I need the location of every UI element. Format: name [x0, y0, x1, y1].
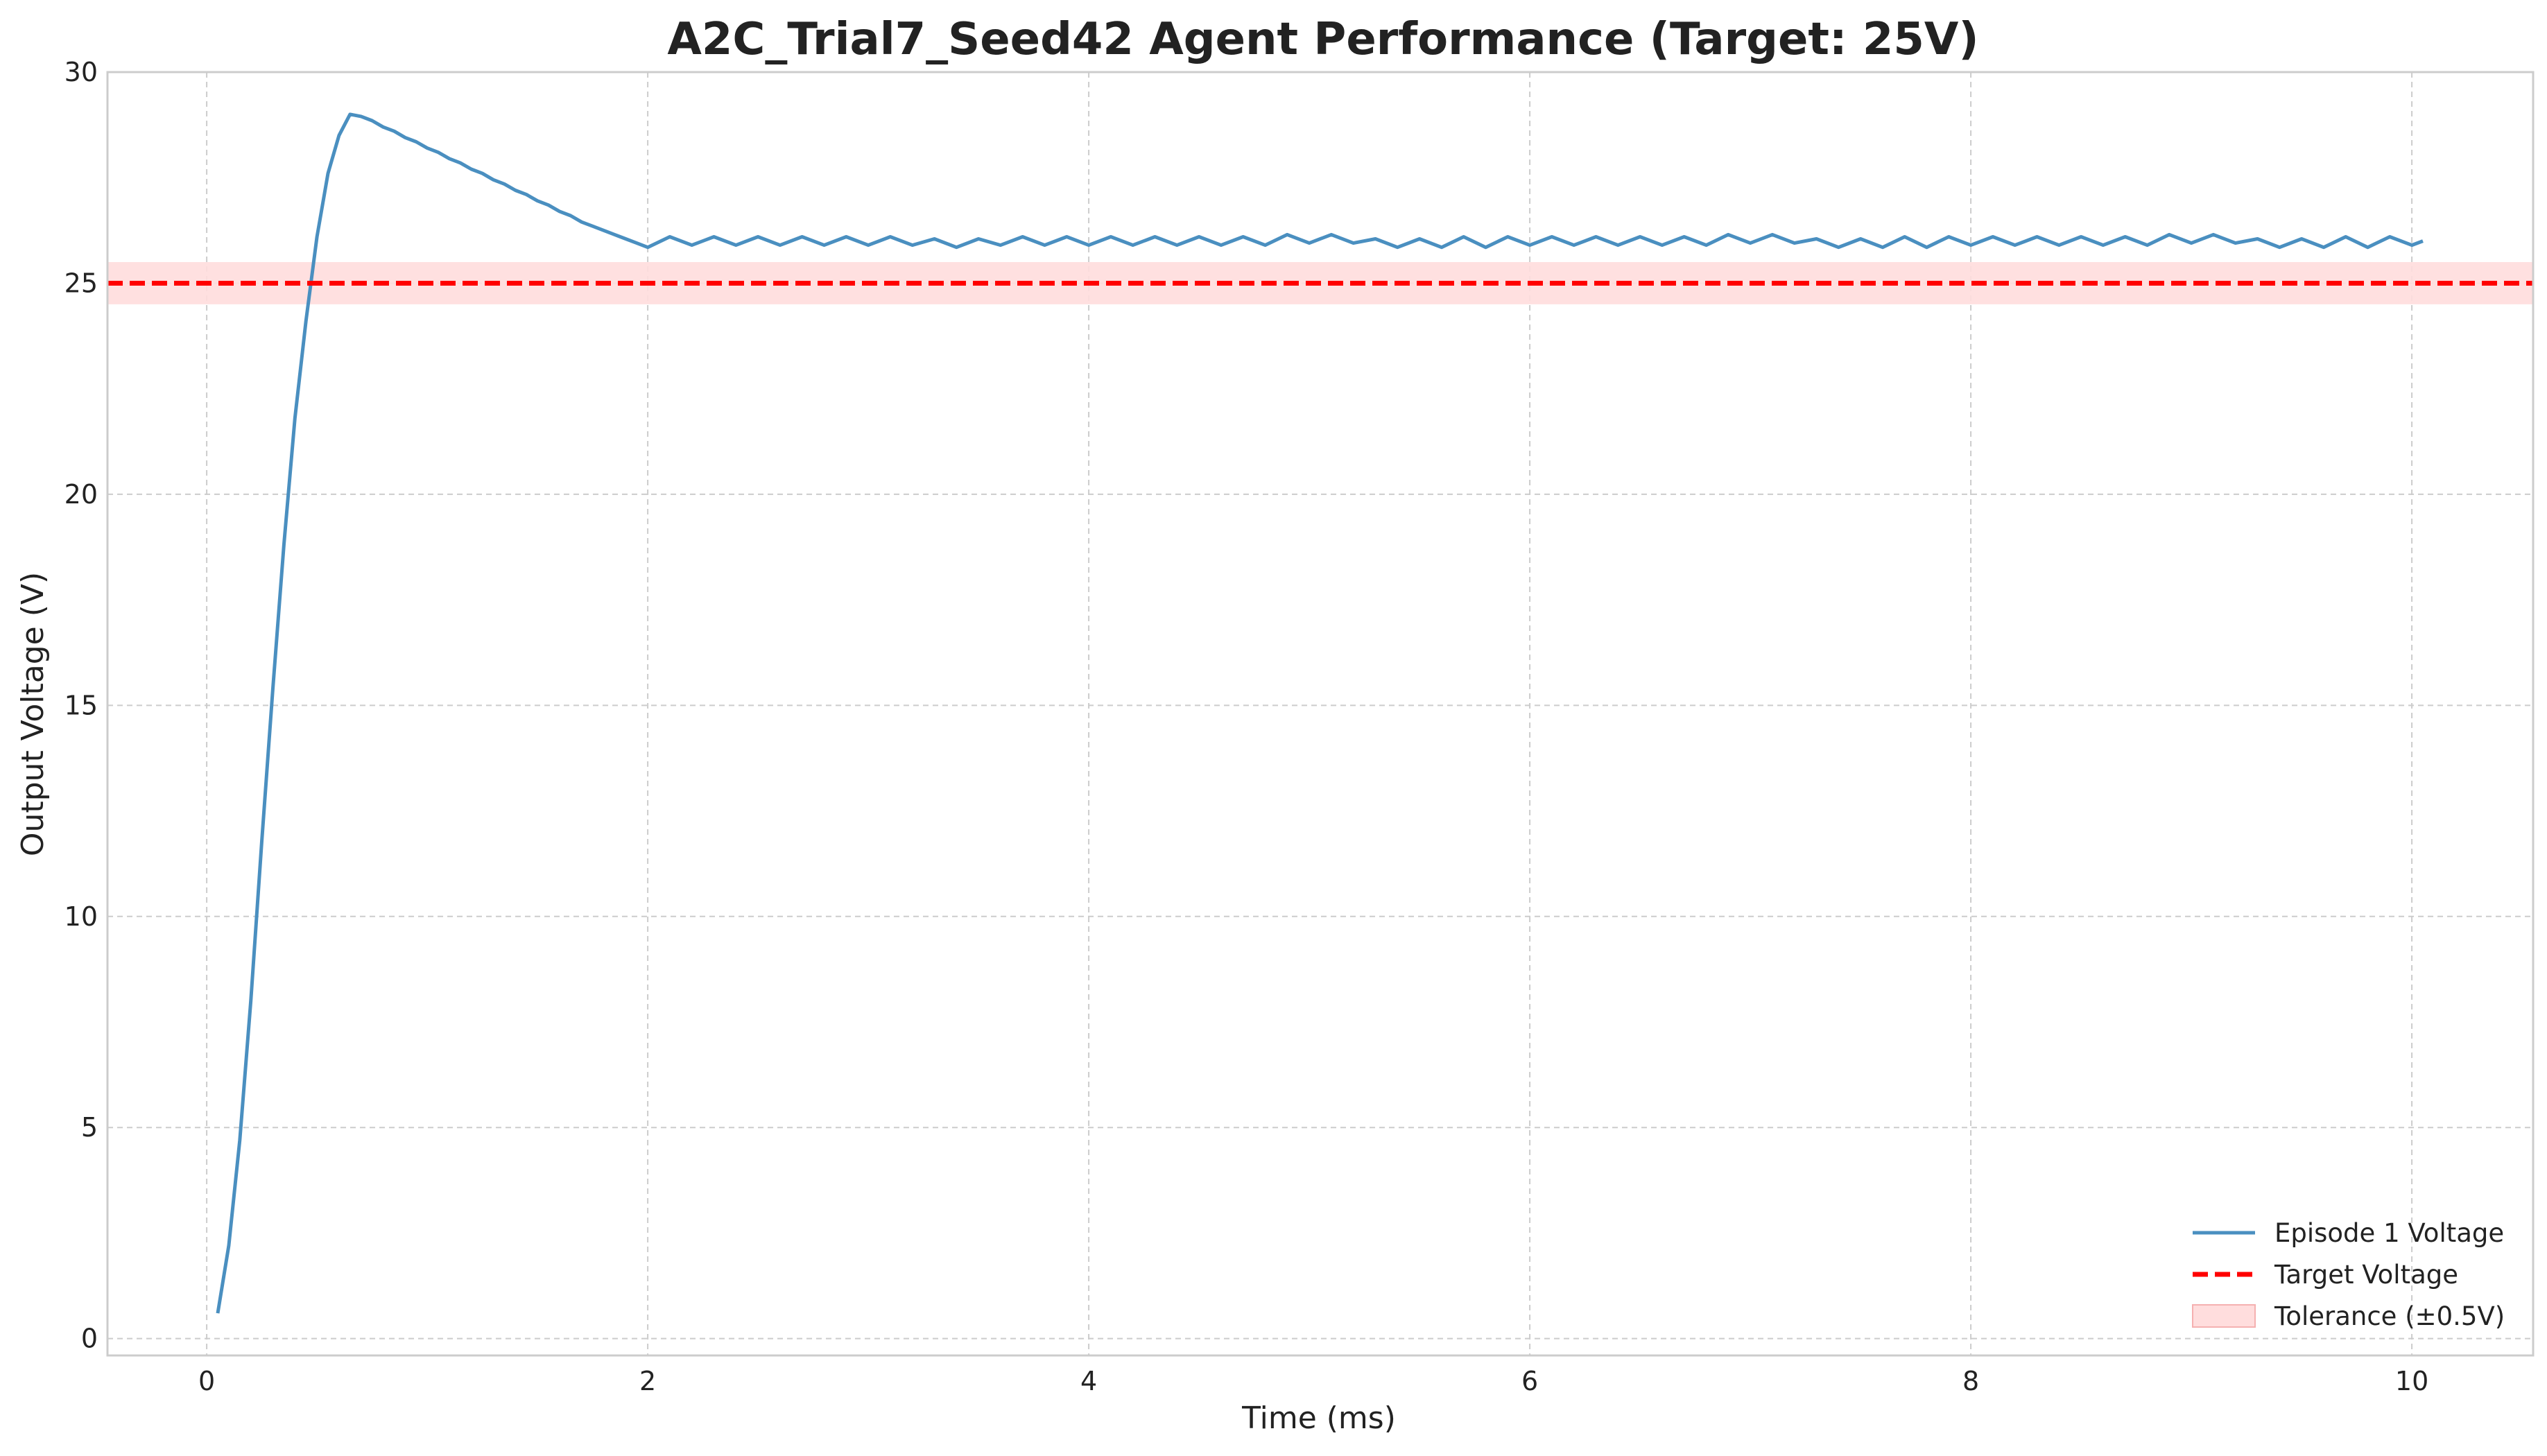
y-axis-label: Output Voltage (V) — [15, 572, 51, 856]
plot-area-frame — [106, 71, 2535, 1357]
legend-label-target: Target Voltage — [2274, 1260, 2458, 1290]
y-tick-label: 5 — [81, 1112, 98, 1143]
x-tick-label: 6 — [1521, 1366, 1538, 1396]
series-layer — [107, 112, 2533, 1314]
chart-title: A2C_Trial7_Seed42 Agent Performance (Tar… — [667, 14, 1978, 65]
y-tick-label: 10 — [64, 901, 98, 932]
x-tick-label: 8 — [1962, 1366, 1979, 1396]
y-tick-label: 30 — [64, 57, 98, 87]
x-tick-label: 0 — [198, 1366, 215, 1396]
y-tick-label: 25 — [64, 268, 98, 298]
x-axis-label: Time (ms) — [1241, 1401, 1396, 1436]
x-tick-label: 2 — [639, 1366, 656, 1396]
legend-label-episode: Episode 1 Voltage — [2274, 1218, 2504, 1248]
x-tick-label: 4 — [1080, 1366, 1097, 1396]
y-tick-label: 0 — [81, 1324, 98, 1354]
tick-labels: 0 2 4 6 8 10 0 5 10 15 20 25 30 — [64, 57, 2429, 1396]
series-line-episode-1-voltage — [216, 112, 2424, 1314]
legend-item-episode: Episode 1 Voltage — [2193, 1218, 2504, 1248]
legend-label-tolerance: Tolerance (±0.5V) — [2274, 1301, 2505, 1331]
y-tick-label: 15 — [64, 690, 98, 720]
legend-swatch-tolerance — [2192, 1304, 2256, 1328]
y-tick-label: 20 — [64, 479, 98, 510]
legend: Episode 1 Voltage Target Voltage Toleran… — [2192, 1218, 2505, 1331]
legend-item-target: Target Voltage — [2193, 1260, 2458, 1290]
x-tick-label: 10 — [2395, 1366, 2428, 1396]
legend-item-tolerance: Tolerance (±0.5V) — [2192, 1301, 2505, 1331]
